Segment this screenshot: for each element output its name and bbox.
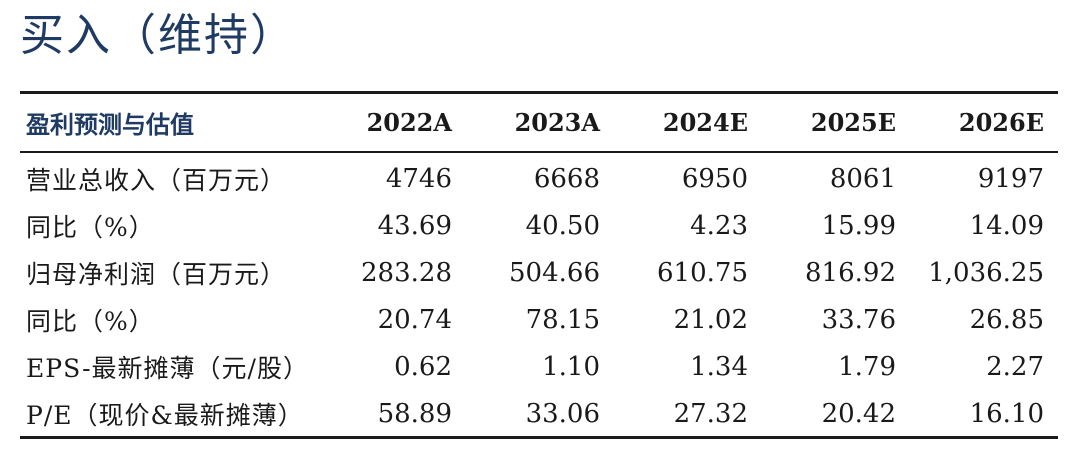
cell-value: 21.02 <box>673 304 748 335</box>
cell-value: 20.42 <box>821 398 896 429</box>
row-label: EPS-最新摊薄（元/股） <box>26 353 309 383</box>
table-row: 营业总收入（百万元） 4746 6668 6950 8061 9197 <box>20 151 1058 202</box>
table-bottom-rule <box>20 436 1058 439</box>
cell-value: 6668 <box>533 163 600 194</box>
cell-value: 40.50 <box>525 210 600 241</box>
cell-value: 78.15 <box>525 304 600 335</box>
row-label: 营业总收入（百万元） <box>26 165 287 195</box>
cell-value: 9197 <box>977 163 1044 194</box>
cell-value: 1.79 <box>838 351 896 382</box>
cell-value: 283.28 <box>361 257 452 288</box>
rating-title: 买入（维持） <box>20 10 296 61</box>
cell-value: 4746 <box>385 163 452 194</box>
cell-value: 1.10 <box>542 351 600 382</box>
table-row: P/E（现价&最新摊薄） 58.89 33.06 27.32 20.42 16.… <box>20 390 1058 437</box>
cell-value: 58.89 <box>377 398 452 429</box>
cell-value: 1,036.25 <box>928 257 1044 288</box>
forecast-table: 盈利预测与估值 2022A 2023A 2024E 2025E 2026E 营业… <box>20 94 1058 437</box>
table-header-row: 盈利预测与估值 2022A 2023A 2024E 2025E 2026E <box>20 94 1058 151</box>
row-label: 归母净利润（百万元） <box>26 259 287 289</box>
cell-value: 16.10 <box>969 398 1044 429</box>
header-2025e: 2025E <box>810 108 896 137</box>
header-2023a: 2023A <box>514 108 600 137</box>
cell-value: 610.75 <box>657 257 748 288</box>
cell-value: 43.69 <box>377 210 452 241</box>
table-top-rule <box>20 91 1058 94</box>
header-2026e: 2026E <box>958 108 1044 137</box>
header-2022a: 2022A <box>366 108 452 137</box>
cell-value: 15.99 <box>821 210 896 241</box>
cell-value: 504.66 <box>509 257 600 288</box>
cell-value: 14.09 <box>969 210 1044 241</box>
cell-value: 8061 <box>829 163 896 194</box>
table-row: EPS-最新摊薄（元/股） 0.62 1.10 1.34 1.79 2.27 <box>20 343 1058 390</box>
cell-value: 33.06 <box>525 398 600 429</box>
row-label: 同比（%） <box>26 306 155 336</box>
cell-value: 4.23 <box>690 210 748 241</box>
cell-value: 1.34 <box>690 351 748 382</box>
table-row: 归母净利润（百万元） 283.28 504.66 610.75 816.92 1… <box>20 249 1058 296</box>
cell-value: 0.62 <box>394 351 452 382</box>
cell-value: 26.85 <box>969 304 1044 335</box>
cell-value: 27.32 <box>673 398 748 429</box>
header-label: 盈利预测与估值 <box>26 111 194 139</box>
cell-value: 6950 <box>681 163 748 194</box>
cell-value: 20.74 <box>377 304 452 335</box>
cell-value: 2.27 <box>986 351 1044 382</box>
table-row: 同比（%） 43.69 40.50 4.23 15.99 14.09 <box>20 202 1058 249</box>
cell-value: 816.92 <box>805 257 896 288</box>
cell-value: 33.76 <box>821 304 896 335</box>
row-label: 同比（%） <box>26 212 155 242</box>
header-2024e: 2024E <box>662 108 748 137</box>
row-label: P/E（现价&最新摊薄） <box>26 400 304 430</box>
table-header-rule <box>20 151 1058 153</box>
table-row: 同比（%） 20.74 78.15 21.02 33.76 26.85 <box>20 296 1058 343</box>
